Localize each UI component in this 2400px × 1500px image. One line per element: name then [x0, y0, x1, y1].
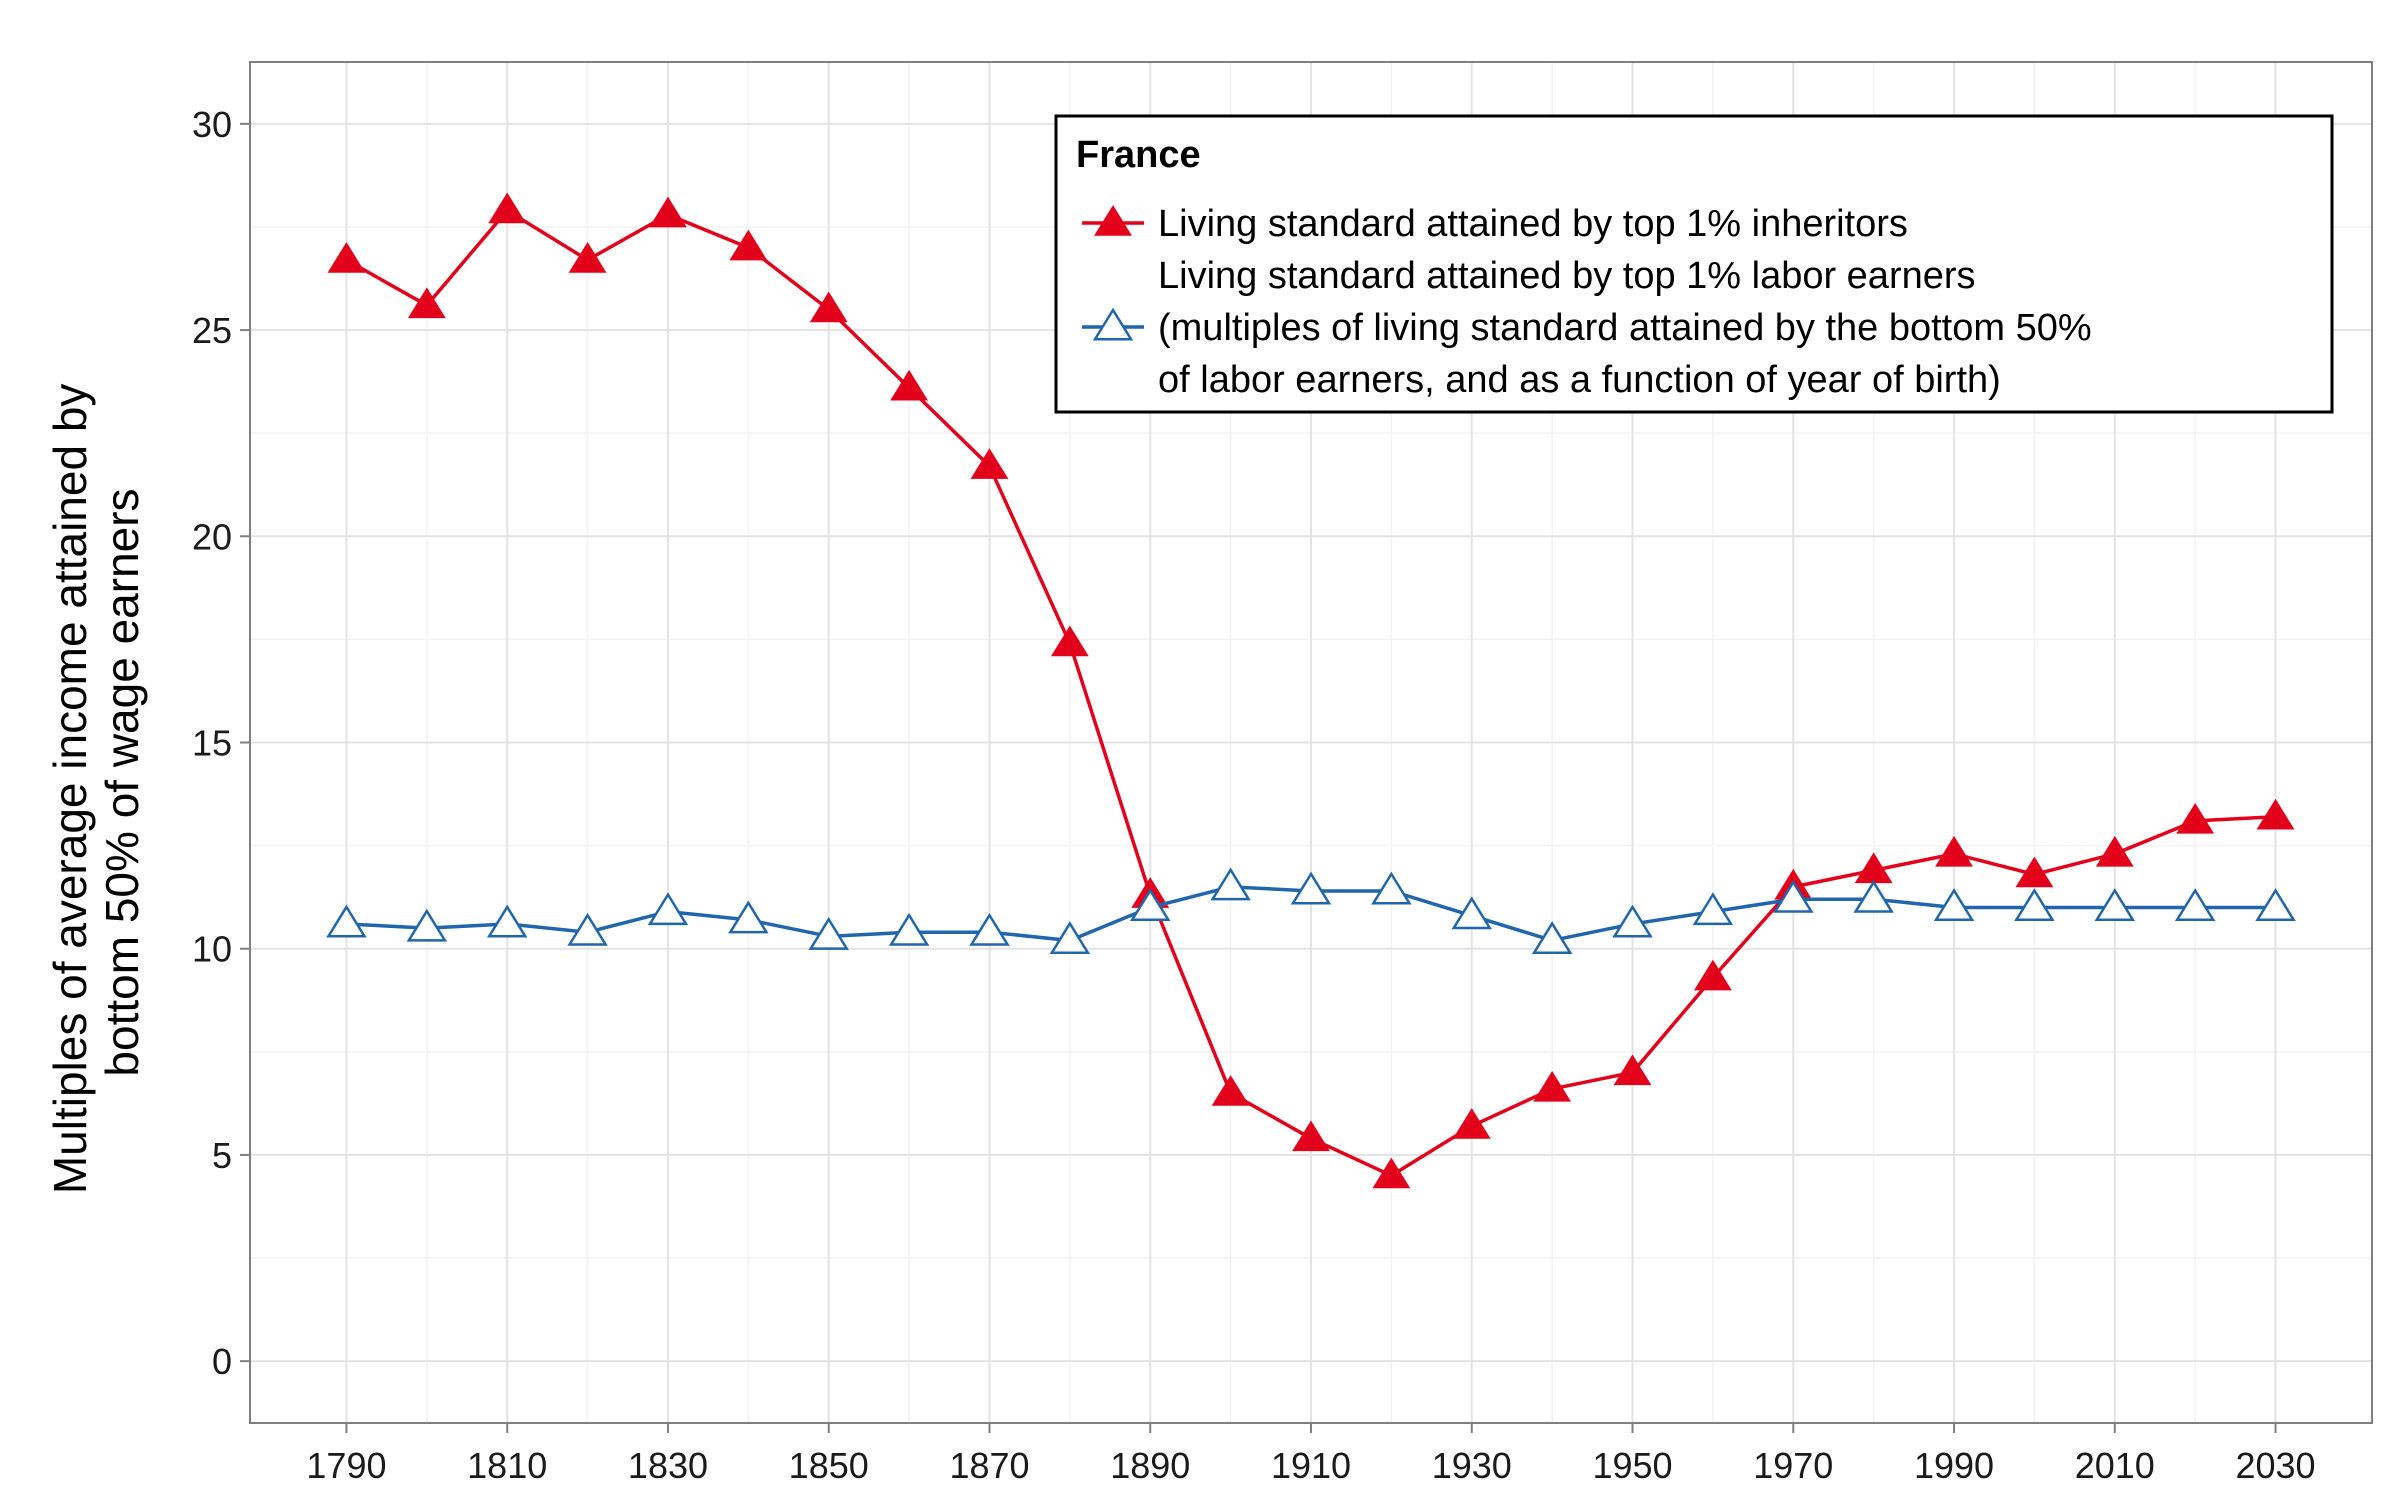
data-point: [327, 242, 366, 273]
data-point: [486, 904, 528, 938]
data-point: [407, 287, 446, 319]
data-point: [568, 242, 607, 273]
x-tick-label: 1970: [1753, 1445, 1833, 1486]
data-point: [1692, 892, 1734, 926]
data-point: [1211, 1075, 1250, 1106]
y-axis-label-line-2: bottom 50% of wage earners: [96, 488, 148, 1076]
data-point: [1612, 904, 1653, 938]
y-axis-label-line-1: Multiples of average income attained by: [44, 384, 96, 1195]
data-point: [2014, 888, 2055, 921]
data-point: [728, 900, 769, 934]
legend-entry-1: Living standard attained by top 1% inher…: [1082, 203, 1908, 245]
tick-labels: 0 5 10 15 20 25 30 1790 1810 1830 1850 1870 1890 1910…: [192, 104, 2316, 1486]
data-point: [1292, 1120, 1330, 1152]
x-tick-label: 2010: [2075, 1445, 2155, 1486]
y-tick-label: 0: [212, 1341, 232, 1382]
data-point: [1935, 835, 1973, 867]
data-point: [1613, 1054, 1652, 1086]
legend-label-line: (multiples of living standard attained b…: [1158, 307, 2092, 349]
major-gridlines: [250, 62, 2372, 1423]
legend-key-marker: [1094, 205, 1132, 236]
series-2: [326, 867, 2296, 954]
data-point: [647, 892, 689, 926]
data-point: [1371, 871, 1412, 905]
x-tick-label: 1990: [1914, 1445, 1994, 1486]
x-tick-label: 1910: [1271, 1445, 1351, 1486]
data-point: [2095, 835, 2134, 867]
legend-box: [1054, 114, 2334, 414]
data-point: [406, 908, 448, 942]
data-point: [890, 369, 929, 401]
legend-title: France: [1076, 134, 1201, 176]
x-tick-label: 1830: [628, 1445, 708, 1486]
axis-ticks: [240, 122, 2277, 1433]
data-point: [1049, 921, 1091, 954]
data-point: [1533, 1070, 1572, 1102]
y-tick-label: 5: [212, 1135, 232, 1176]
series-layer: [326, 192, 2296, 1189]
x-tick-label: 1930: [1432, 1445, 1512, 1486]
data-point: [970, 448, 1009, 479]
data-point: [567, 912, 608, 946]
y-tick-label: 10: [192, 929, 232, 970]
data-point: [1853, 879, 1894, 913]
y-tick-label: 20: [192, 516, 232, 557]
legend-label-line: Living standard attained by top 1% labor…: [1158, 255, 1976, 297]
data-point: [2255, 888, 2296, 921]
y-tick-label: 15: [192, 723, 232, 764]
y-tick-label: 30: [192, 104, 232, 145]
data-point: [2174, 888, 2216, 921]
y-tick-label: 25: [192, 310, 232, 351]
y-axis-label: Multiples of average income attained by …: [44, 371, 148, 1194]
data-point: [1129, 888, 1171, 921]
x-tick-label: 2030: [2235, 1445, 2315, 1486]
data-point: [2015, 856, 2054, 888]
legend: France Living standard attained by top 1…: [1054, 114, 2334, 414]
data-point: [1693, 959, 1732, 991]
data-point: [1452, 1108, 1491, 1139]
x-tick-label: 1850: [789, 1445, 869, 1486]
data-point: [1531, 921, 1573, 954]
x-tick-label: 1890: [1110, 1445, 1190, 1486]
data-point: [1773, 879, 1814, 913]
data-point: [1210, 867, 1251, 901]
data-point: [729, 229, 768, 261]
data-point: [2176, 802, 2215, 834]
data-point: [888, 912, 930, 946]
legend-entry-2: Living standard attained by top 1% labor…: [1082, 255, 2092, 401]
data-point: [808, 916, 849, 950]
data-point: [2094, 888, 2136, 921]
legend-label-line: of labor earners, and as a function of y…: [1158, 359, 2001, 401]
x-tick-label: 1870: [949, 1445, 1029, 1486]
data-point: [1451, 896, 1493, 930]
data-point: [2256, 798, 2295, 830]
data-point: [488, 192, 527, 224]
data-point: [1372, 1157, 1411, 1189]
x-tick-label: 1950: [1592, 1445, 1672, 1486]
data-point: [1933, 888, 1975, 921]
x-tick-label: 1790: [306, 1445, 386, 1486]
data-point: [809, 291, 848, 323]
data-point: [969, 912, 1010, 946]
x-tick-label: 1810: [467, 1445, 547, 1486]
legend-label-line: Living standard attained by top 1% inher…: [1158, 203, 1908, 245]
data-point: [326, 904, 367, 938]
data-point: [1290, 871, 1332, 905]
legend-entries: Living standard attained by top 1% inher…: [1082, 203, 2092, 401]
data-point: [1050, 625, 1089, 657]
legend-key-marker: [1092, 307, 1134, 341]
data-point: [649, 196, 687, 228]
